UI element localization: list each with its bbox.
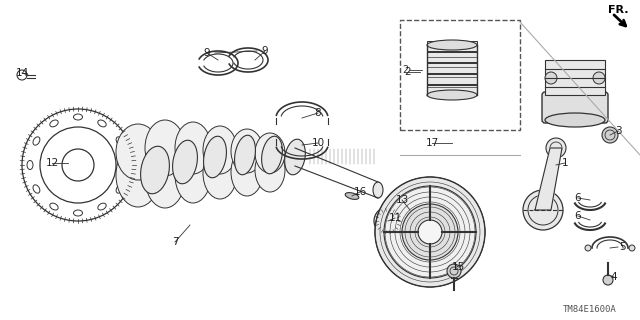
Ellipse shape: [145, 148, 185, 208]
Ellipse shape: [345, 193, 359, 199]
Ellipse shape: [141, 146, 170, 194]
FancyBboxPatch shape: [542, 92, 608, 123]
Circle shape: [585, 245, 591, 251]
Text: 14: 14: [15, 68, 29, 78]
Text: 6: 6: [575, 193, 581, 203]
Text: 12: 12: [45, 158, 59, 168]
Text: 13: 13: [396, 195, 408, 205]
Circle shape: [603, 275, 613, 285]
Circle shape: [629, 245, 635, 251]
Ellipse shape: [145, 120, 185, 176]
Text: 4: 4: [611, 272, 618, 282]
Polygon shape: [535, 148, 562, 210]
Text: 2: 2: [404, 67, 412, 77]
Ellipse shape: [427, 90, 477, 100]
Circle shape: [546, 138, 566, 158]
Ellipse shape: [255, 133, 285, 173]
Text: 7: 7: [172, 237, 179, 247]
Ellipse shape: [373, 182, 383, 198]
Ellipse shape: [427, 40, 477, 50]
Circle shape: [402, 204, 458, 260]
Circle shape: [593, 72, 605, 84]
Bar: [400, 20, 520, 130]
Bar: [427, 41, 477, 51]
Circle shape: [523, 190, 563, 230]
Ellipse shape: [203, 147, 237, 199]
Circle shape: [545, 72, 557, 84]
Bar: [427, 74, 477, 84]
Bar: [427, 85, 477, 95]
Bar: [427, 52, 477, 62]
Ellipse shape: [231, 129, 263, 173]
Text: 10: 10: [312, 138, 324, 148]
Circle shape: [602, 127, 618, 143]
Bar: [427, 63, 477, 73]
Ellipse shape: [173, 140, 197, 184]
Text: 3: 3: [614, 126, 621, 136]
Ellipse shape: [203, 126, 237, 174]
Circle shape: [379, 212, 397, 230]
Text: 11: 11: [388, 213, 402, 223]
Bar: [545, 60, 605, 95]
Text: 8: 8: [315, 108, 321, 118]
Ellipse shape: [204, 136, 227, 178]
Ellipse shape: [285, 139, 305, 175]
Circle shape: [447, 264, 461, 278]
Circle shape: [375, 177, 485, 287]
Ellipse shape: [175, 147, 211, 203]
Ellipse shape: [231, 148, 263, 196]
Text: 5: 5: [619, 242, 625, 252]
Text: 2: 2: [402, 65, 408, 75]
Ellipse shape: [545, 113, 605, 127]
Ellipse shape: [175, 122, 211, 174]
Text: 16: 16: [353, 187, 367, 197]
Text: 9: 9: [262, 46, 268, 56]
Text: FR.: FR.: [608, 5, 628, 15]
Text: 9: 9: [204, 48, 211, 58]
Text: 17: 17: [426, 138, 438, 148]
Ellipse shape: [116, 124, 160, 180]
Ellipse shape: [255, 148, 285, 192]
Text: 6: 6: [575, 211, 581, 221]
Ellipse shape: [116, 143, 160, 207]
Ellipse shape: [262, 136, 282, 174]
Text: TM84E1600A: TM84E1600A: [563, 306, 617, 315]
Circle shape: [418, 220, 442, 244]
Ellipse shape: [234, 135, 255, 175]
Circle shape: [374, 207, 402, 235]
Text: 15: 15: [451, 262, 465, 272]
Circle shape: [384, 186, 476, 278]
Text: 1: 1: [562, 158, 568, 168]
